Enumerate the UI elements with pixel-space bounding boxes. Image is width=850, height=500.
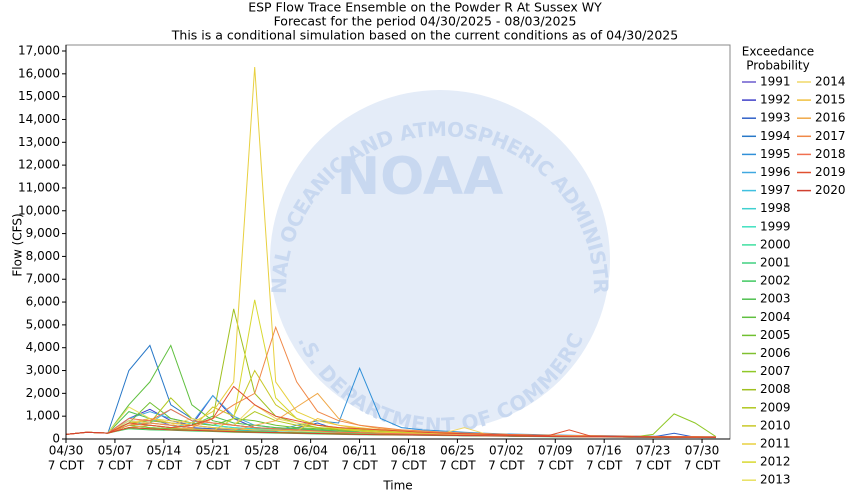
x-tick-label: 05/28 [244,444,279,458]
legend-label: 2012 [760,455,791,469]
chart-title: ESP Flow Trace Ensemble on the Powder R … [248,0,602,15]
x-tick-sublabel: 7 CDT [488,459,525,473]
legend-label: 2006 [760,346,791,360]
legend-label: 2011 [760,437,791,451]
y-tick-label: 15,000 [18,89,60,103]
y-tick-label: 13,000 [18,135,60,149]
x-tick-label: 06/04 [293,444,328,458]
x-tick-sublabel: 7 CDT [684,459,721,473]
legend-label: 2004 [760,310,791,324]
legend-label: 2003 [760,292,791,306]
legend-label: 2020 [815,183,846,197]
legend-label: 1991 [760,75,791,89]
legend-label: 2014 [815,75,846,89]
x-tick-label: 07/30 [685,444,720,458]
x-tick-sublabel: 7 CDT [97,459,134,473]
x-tick-label: 07/16 [587,444,622,458]
x-tick-sublabel: 7 CDT [390,459,427,473]
y-tick-label: 7,000 [26,272,60,286]
legend-label: 2010 [760,418,791,432]
y-tick-label: 16,000 [18,66,60,80]
legend-label: 2016 [815,111,846,125]
x-tick-sublabel: 7 CDT [244,459,281,473]
x-tick-sublabel: 7 CDT [48,459,85,473]
legend-label: 1999 [760,219,791,233]
chart-subtitle: Forecast for the period 04/30/2025 - 08/… [274,14,577,29]
y-tick-label: 17,000 [18,44,60,58]
y-tick-label: 5,000 [26,317,60,331]
legend-label: 2018 [815,147,846,161]
legend-label: 2001 [760,256,791,270]
legend-label: 1997 [760,183,791,197]
y-tick-label: 3,000 [26,363,60,377]
legend-label: 1992 [760,93,791,107]
x-tick-label: 04/30 [49,444,84,458]
x-tick-label: 05/07 [98,444,133,458]
legend-label: 1996 [760,165,791,179]
legend-label: 1994 [760,129,791,143]
x-tick-label: 05/14 [147,444,182,458]
legend-label: 2019 [815,165,846,179]
legend-title: Exceedance [742,45,814,59]
legend-label: 2008 [760,382,791,396]
x-tick-sublabel: 7 CDT [439,459,476,473]
y-tick-label: 12,000 [18,158,60,172]
legend-label: 2015 [815,93,846,107]
y-tick-label: 11,000 [18,180,60,194]
legend-label: 2007 [760,364,791,378]
y-tick-label: 9,000 [26,226,60,240]
x-tick-label: 07/09 [538,444,573,458]
x-tick-label: 07/02 [489,444,524,458]
watermark-logo: NOAA [337,147,504,207]
x-tick-label: 07/23 [636,444,671,458]
x-tick-sublabel: 7 CDT [635,459,672,473]
x-tick-sublabel: 7 CDT [341,459,378,473]
y-tick-label: 4,000 [26,340,60,354]
legend-title: Probability [746,59,809,73]
x-tick-sublabel: 7 CDT [195,459,232,473]
y-axis-label: Flow (CFS) [11,213,25,276]
y-tick-label: 2,000 [26,386,60,400]
legend-label: 2009 [760,400,791,414]
x-axis-label: Time [382,479,412,493]
x-tick-sublabel: 7 CDT [292,459,329,473]
x-tick-sublabel: 7 CDT [146,459,183,473]
x-tick-label: 06/18 [391,444,426,458]
y-tick-label: 6,000 [26,295,60,309]
x-tick-sublabel: 7 CDT [537,459,574,473]
y-tick-label: 0 [52,432,60,446]
legend-label: 2017 [815,129,846,143]
y-tick-label: 1,000 [26,409,60,423]
x-tick-label: 06/11 [342,444,377,458]
x-tick-label: 06/25 [440,444,475,458]
series-line [65,427,717,438]
legend-label: 1993 [760,111,791,125]
y-tick-label: 14,000 [18,112,60,126]
legend-label: 1995 [760,147,791,161]
chart-subtitle: This is a conditional simulation based o… [171,28,678,43]
legend-label: 2002 [760,274,791,288]
series-line [65,385,717,438]
watermark: NOAA NATIONAL OCEANIC AND ATMOSPHERIC AD… [0,0,614,437]
legend-label: 2000 [760,237,791,251]
legend-label: 2013 [760,473,791,487]
x-tick-sublabel: 7 CDT [586,459,623,473]
watermark-disc [270,90,610,430]
legend-label: 2005 [760,328,791,342]
y-tick-label: 10,000 [18,203,60,217]
x-tick-label: 05/21 [195,444,230,458]
legend-label: 1998 [760,201,791,215]
y-tick-label: 8,000 [26,249,60,263]
